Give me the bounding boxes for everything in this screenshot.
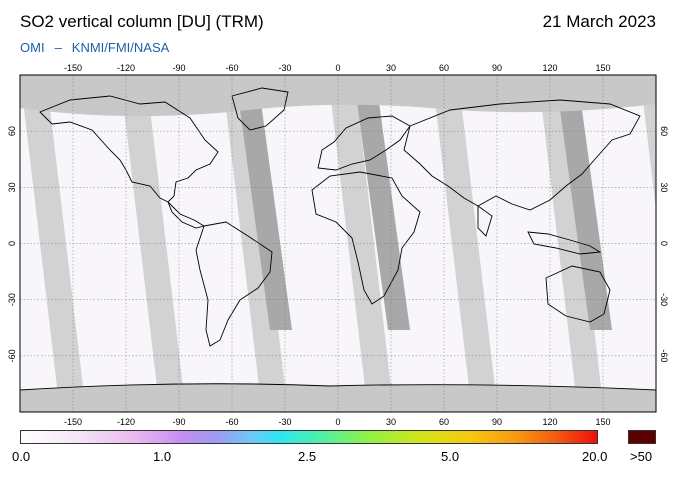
swath-gap-6 [640,75,656,210]
lat-tick-left-4: -60 [7,349,17,362]
lon-tick-top-1: -120 [117,63,135,73]
orbit-gap-dark-1 [356,95,410,330]
lat-tick-right-3: -30 [659,293,669,306]
lon-tick-bottom-2: -90 [172,417,185,427]
swath-gap-5 [538,75,604,412]
lon-tick-top-7: 60 [439,63,449,73]
south-america-outline [195,221,273,347]
colorbar-label-4: 20.0 [582,449,608,464]
lon-tick-top-0: -150 [64,63,82,73]
lon-tick-bottom-6: 30 [386,417,396,427]
colorbar-label-2: 2.5 [298,449,317,464]
lat-tick-left-1: 30 [7,182,17,192]
lon-tick-bottom-10: 150 [595,417,610,427]
lat-tick-right-0: 60 [659,126,669,136]
credit-line: OMI – KNMI/FMI/NASA [20,40,169,55]
india-outline [477,205,493,237]
map-title: SO2 vertical column [DU] (TRM) [20,12,264,31]
lat-tick-left-2: 0 [7,241,17,246]
lon-tick-bottom-1: -120 [117,417,135,427]
lon-tick-top-8: 90 [492,63,502,73]
lon-tick-top-9: 120 [542,63,557,73]
axis-ticks: -150 -150 -120 -120 -90 -90 -60 -60 -30 -30 0 0 30 30… [7,63,669,427]
lat-tick-right-2: 0 [659,241,669,246]
lon-tick-top-5: 0 [335,63,340,73]
orbit-gap-dark-0 [238,95,292,330]
coastlines [20,87,656,391]
colorbar-label-3: 5.0 [441,449,460,464]
lon-tick-bottom-9: 120 [542,417,557,427]
asia-outline [403,99,641,211]
credit-agencies: KNMI/FMI/NASA [71,40,170,55]
lon-tick-bottom-8: 90 [492,417,502,427]
antarctica-outline [20,383,656,391]
graticule [20,75,656,412]
lat-tick-left-0: 60 [7,126,17,136]
lat-tick-right-4: -60 [659,349,669,362]
lon-tick-bottom-3: -60 [225,417,238,427]
colorbar-overflow-label: >50 [630,449,653,464]
swath-gap-0 [20,75,86,412]
north-america-outline [39,95,219,203]
credit-instrument: OMI [20,40,45,55]
lon-tick-top-4: -30 [278,63,291,73]
lon-tick-top-10: 150 [595,63,610,73]
colorbar-label-1: 1.0 [153,449,172,464]
lat-tick-left-3: -30 [7,293,17,306]
map-date: 21 March 2023 [542,12,656,31]
australia-outline [545,265,611,323]
greenland-outline [231,87,289,131]
colorbar-label-0: 0.0 [12,449,31,464]
lat-tick-right-1: 30 [659,182,669,192]
lon-tick-bottom-5: 0 [335,417,340,427]
lon-tick-bottom-4: -30 [278,417,291,427]
lon-tick-top-3: -60 [225,63,238,73]
colorbar [20,430,598,444]
colorbar-overflow-swatch [628,430,656,444]
southeast-asia-islands-outline [527,231,602,255]
lon-tick-bottom-0: -150 [64,417,82,427]
lon-tick-bottom-7: 60 [439,417,449,427]
africa-outline [311,171,421,305]
central-america-outline [167,201,206,229]
map-frame [19,74,657,413]
north-polar-nodata [20,75,656,117]
swath-gap-3 [328,75,394,412]
credit-separator: – [54,40,62,55]
lon-tick-top-2: -90 [172,63,185,73]
lon-tick-top-6: 30 [386,63,396,73]
